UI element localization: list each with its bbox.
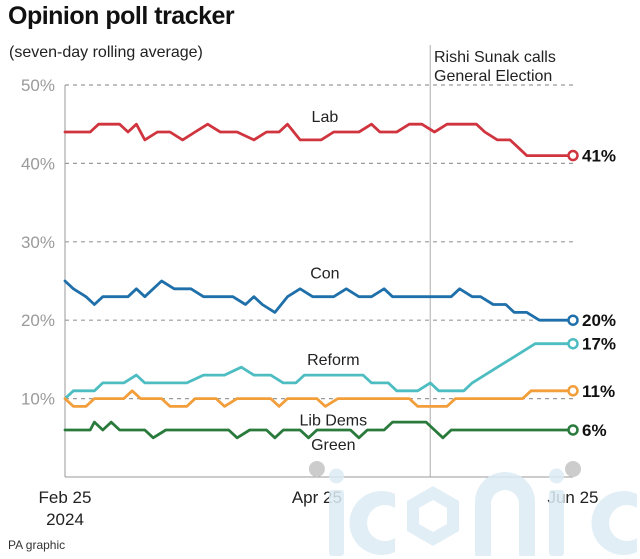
y-tick-label-10: 10%	[21, 390, 55, 409]
y-tick-label-50: 50%	[21, 76, 55, 95]
end-point-lab	[567, 149, 579, 162]
end-value-label-green: 6%	[582, 421, 607, 440]
series-line-reform	[63, 342, 575, 401]
series-name-label-reform: Reform	[307, 352, 359, 369]
y-tick-label-40: 40%	[21, 154, 55, 173]
chart-subtitle: (seven-day rolling average)	[9, 44, 203, 61]
page-title: Opinion poll tracker	[8, 2, 235, 30]
series-line-green	[63, 420, 575, 440]
iconic-watermark-logo	[329, 468, 637, 556]
series-line-lib-dems	[63, 389, 575, 408]
x-tick-label-0-0: Feb 25	[39, 488, 92, 507]
series-line-con	[63, 279, 575, 322]
x-tick-marker-1	[308, 461, 325, 477]
series-name-label-con: Con	[310, 266, 339, 283]
end-point-con	[567, 314, 579, 326]
end-point-reform	[567, 337, 579, 350]
series-name-label-green: Green	[311, 437, 355, 454]
credit-text: PA graphic	[8, 538, 66, 552]
end-value-label-lib-dems: 11%	[582, 382, 615, 401]
x-tick-label-0-1: 2024	[46, 510, 84, 529]
end-point-green	[567, 424, 579, 436]
end-value-label-con: 20%	[582, 311, 616, 330]
x-tick-marker-2	[565, 461, 581, 477]
y-tick-label-30: 30%	[21, 233, 55, 252]
series-name-label-lab: Lab	[312, 109, 339, 126]
end-value-label-reform: 17%	[582, 335, 616, 354]
end-value-label-lab: 41%	[582, 147, 616, 166]
series-line-lab	[63, 122, 575, 158]
end-point-lib-dems	[567, 385, 579, 397]
event-label-line-1: Rishi Sunak calls	[434, 49, 556, 66]
y-tick-label-20: 20%	[21, 311, 55, 330]
event-label-line-2: General Election	[434, 68, 553, 85]
series-name-label-lib-dems: Lib Dems	[300, 412, 368, 429]
event-annotation: Rishi Sunak calls General Election	[434, 48, 556, 86]
